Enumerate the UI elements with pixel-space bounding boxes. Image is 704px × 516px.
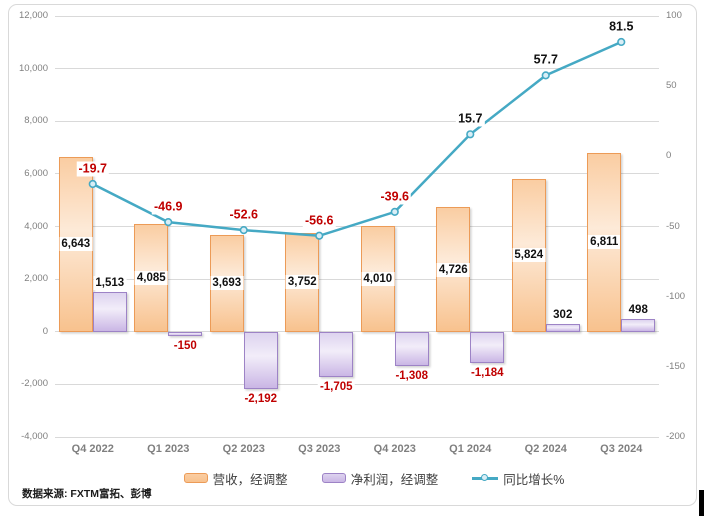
- legend-label: 净利润，经调整: [350, 472, 439, 487]
- revenue-bar-label: 3,693: [210, 276, 244, 291]
- profit-bar: [92, 291, 127, 332]
- legend-label: 同比增长%: [503, 472, 565, 487]
- chart-legend: 营收，经调整 净利润，经调整 同比增长%: [0, 468, 704, 488]
- growth-line: [92, 40, 622, 238]
- gridline: [55, 278, 659, 280]
- legend-item-revenue: 营收，经调整: [183, 469, 288, 488]
- gridline: [55, 173, 659, 175]
- revenue-bar-label: 3,752: [285, 275, 319, 290]
- right-axis-tick-label: -200: [666, 431, 686, 442]
- revenue-bar-label: 4,726: [436, 262, 470, 277]
- profit-bar-label: -1,308: [393, 369, 431, 384]
- growth-line-marker: [466, 130, 475, 139]
- growth-line-label: 81.5: [607, 19, 636, 35]
- profit-legend-swatch: [321, 473, 346, 483]
- left-axis-tick-label: -2,000: [21, 378, 48, 390]
- gridline: [55, 15, 659, 17]
- profit-bar: [470, 331, 505, 363]
- profit-bar: [319, 331, 354, 377]
- right-axis-tick-label: 0: [666, 150, 672, 162]
- profit-bar: [545, 323, 580, 332]
- growth-line-marker: [239, 226, 248, 235]
- gridline: [55, 226, 659, 227]
- right-axis-tick-label: -50: [666, 220, 680, 232]
- growth-line-marker: [617, 37, 626, 47]
- profit-bar: [168, 331, 203, 336]
- x-axis-label: Q4 2023: [373, 443, 416, 455]
- left-axis-tick-label: 12,000: [18, 10, 48, 21]
- x-axis-label: Q2 2023: [222, 443, 265, 455]
- legend-item-growth: 同比增长%: [472, 469, 564, 488]
- profit-bar: [394, 331, 429, 367]
- growth-line-marker: [541, 71, 550, 80]
- left-axis-tick-label: 8,000: [24, 115, 48, 127]
- growth-line-label: -19.7: [76, 161, 109, 177]
- profit-bar-label: 302: [551, 307, 575, 322]
- left-axis-tick-label: 4,000: [24, 220, 48, 232]
- growth-line-marker: [315, 231, 324, 240]
- right-axis-tick-label: 100: [666, 10, 682, 21]
- profit-bar-label: 498: [626, 302, 650, 317]
- gridline: [55, 383, 659, 385]
- profit-bar-label: -2,192: [242, 392, 280, 407]
- left-axis-tick-label: 2,000: [24, 273, 48, 285]
- x-axis-label: Q3 2024: [600, 443, 643, 455]
- growth-line-marker: [164, 218, 173, 227]
- growth-line-label: -46.9: [152, 199, 185, 215]
- profit-bar: [243, 331, 278, 390]
- x-axis-label: Q2 2024: [524, 443, 567, 455]
- growth-line-marker: [88, 179, 97, 189]
- profit-bar-label: -1,705: [317, 379, 355, 394]
- left-axis-tick-label: -4,000: [21, 431, 48, 442]
- cursor-artifact: [699, 490, 704, 516]
- gridline: [55, 68, 659, 70]
- revenue-bar-label: 6,643: [59, 237, 93, 252]
- growth-line-label: 15.7: [456, 111, 485, 127]
- right-axis-tick-label: -100: [666, 290, 686, 302]
- x-axis-label: Q4 2022: [71, 443, 114, 455]
- source-note: 数据来源: FXTM富拓、彭博: [22, 488, 152, 500]
- revenue-bar-label: 4,010: [361, 271, 395, 286]
- growth-line-label: 57.7: [531, 52, 560, 68]
- x-axis-label: Q1 2024: [449, 443, 492, 455]
- profit-bar: [621, 318, 656, 332]
- left-axis-tick-label: 0: [42, 325, 48, 337]
- growth-line-label: -39.6: [378, 189, 411, 205]
- gridline: [55, 120, 659, 122]
- x-axis-label: Q1 2023: [147, 443, 190, 455]
- profit-bar-label: -150: [171, 338, 199, 353]
- revenue-bar-label: 4,085: [134, 271, 168, 285]
- growth-legend-marker: [481, 474, 489, 481]
- right-axis-tick-label: -150: [666, 360, 686, 372]
- gridline: [55, 436, 659, 438]
- chart-border: [8, 4, 697, 506]
- growth-line-label: -52.6: [227, 207, 260, 223]
- revenue-legend-swatch: [183, 473, 208, 483]
- x-axis-label: Q3 2023: [298, 443, 341, 455]
- left-axis-tick-label: 10,000: [18, 62, 48, 74]
- profit-bar-label: -1,184: [468, 365, 506, 380]
- right-axis-tick-label: 50: [666, 80, 677, 92]
- left-axis-tick-label: 6,000: [24, 167, 48, 179]
- growth-legend-swatch: [472, 473, 499, 483]
- profit-bar-label: 1,513: [93, 275, 127, 290]
- growth-line-marker: [390, 207, 399, 217]
- growth-line-label: -56.6: [303, 213, 336, 229]
- legend-item-profit: 净利润，经调整: [321, 469, 439, 488]
- legend-label: 营收，经调整: [212, 472, 288, 487]
- gridline: [55, 331, 659, 333]
- revenue-bar-label: 5,824: [512, 248, 546, 263]
- revenue-bar-label: 6,811: [588, 235, 621, 250]
